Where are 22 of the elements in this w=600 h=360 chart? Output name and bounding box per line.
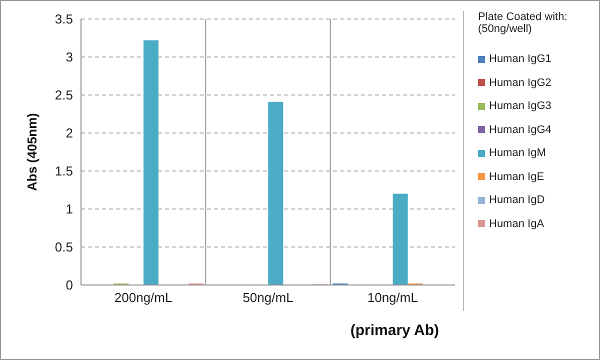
legend-label: Human IgG3: [489, 100, 552, 112]
y-tick-label: 2: [66, 126, 73, 141]
y-tick-label: 0: [66, 278, 73, 293]
x-tick-label: 200ng/mL: [114, 290, 172, 306]
x-axis-title: (primary Ab): [350, 322, 440, 339]
y-tick-label: 0.5: [54, 240, 73, 255]
y-tick-label: 3.5: [54, 12, 73, 27]
legend-label: Human IgD: [489, 194, 545, 206]
legend-label: Human IgE: [489, 170, 544, 182]
x-tick-label: 10ng/mL: [367, 290, 418, 306]
legend-title: Plate Coated with: (50ng/well): [478, 11, 568, 35]
legend-label: Human IgG4: [489, 124, 552, 136]
y-tick-label: 1: [66, 202, 73, 217]
legend-label: Human IgG1: [489, 53, 552, 65]
legend-label: Human IgA: [489, 218, 544, 230]
y-tick-label: 2.5: [54, 88, 73, 103]
y-tick-label: 3: [66, 50, 73, 65]
legend-label: Human IgG2: [489, 76, 552, 88]
y-tick-label: 1.5: [54, 164, 73, 179]
legend-label: Human IgM: [489, 147, 546, 159]
y-axis-title: Abs (405nm): [24, 112, 40, 192]
x-tick-label: 50ng/mL: [242, 290, 294, 306]
